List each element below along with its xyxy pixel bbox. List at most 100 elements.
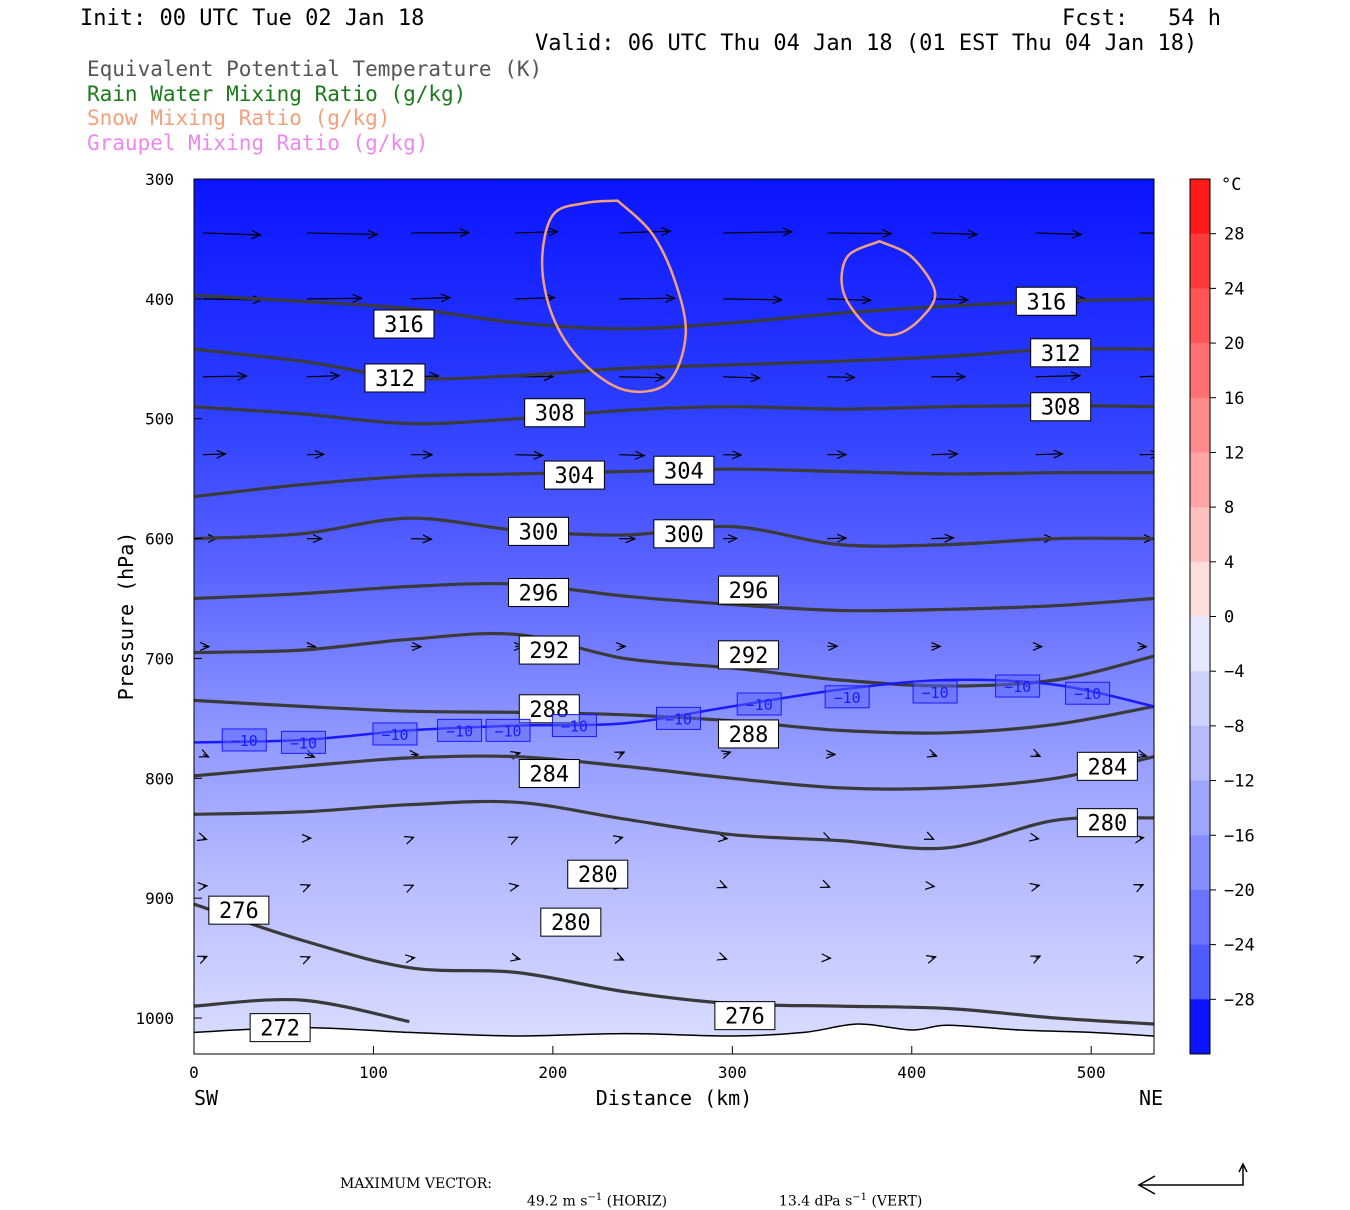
colorbar-cell	[1190, 343, 1210, 398]
max-vector-vert: 13.4 dPa s−1 (VERT)	[770, 1176, 922, 1210]
colorbar-cell	[1190, 890, 1210, 945]
theta-e-contour-label: 284	[1087, 755, 1127, 780]
colorbar-tick-label: 16	[1224, 389, 1244, 409]
x-end-label-sw: SW	[194, 1086, 219, 1110]
colorbar-cell	[1190, 671, 1210, 726]
wind-vector	[827, 233, 891, 234]
x-tick-label: 400	[897, 1063, 926, 1082]
max-vector-vert-value: 13.4 dPa s	[779, 1194, 852, 1210]
temperature-contour-label: −10	[922, 684, 949, 702]
temperature-contour-label: −10	[561, 718, 588, 736]
max-vector-horiz-unit: (HORIZ)	[602, 1194, 667, 1210]
x-tick-label: 300	[718, 1063, 747, 1082]
temperature-contour-label: −10	[746, 696, 773, 714]
wind-vector	[827, 538, 846, 539]
wind-vector	[931, 454, 957, 455]
theta-e-contour-label: 312	[1041, 342, 1081, 367]
y-axis-label: Pressure (hPa)	[114, 532, 138, 701]
theta-e-contour-label: 292	[529, 639, 569, 664]
theta-e-contour-label: 272	[260, 1017, 300, 1042]
theta-e-contour-label: 316	[1026, 290, 1066, 315]
theta-e-contour-label: 296	[519, 582, 559, 607]
plot-background	[194, 179, 1154, 1054]
colorbar-tick-label: −4	[1224, 662, 1244, 682]
theta-e-contour-label: 300	[519, 520, 559, 545]
theta-e-contour-label: 308	[1041, 396, 1081, 421]
temperature-contour-label: −10	[1074, 685, 1101, 703]
y-tick-label: 1000	[135, 1009, 174, 1028]
wind-vector	[619, 298, 674, 299]
wind-vector	[1036, 838, 1039, 839]
wind-vector	[203, 454, 225, 455]
colorbar-cell	[1190, 781, 1210, 836]
theta-e-contour-label: 304	[555, 464, 595, 489]
x-tick-label: 200	[538, 1063, 567, 1082]
max-vector-vert-exponent: −1	[852, 1192, 867, 1203]
x-tick-label: 100	[359, 1063, 388, 1082]
colorbar-tick-label: 0	[1224, 608, 1234, 628]
colorbar-tick-label: 28	[1224, 225, 1244, 245]
colorbar-tick-label: 24	[1224, 279, 1244, 299]
wind-vector	[827, 377, 854, 378]
colorbar-cell	[1190, 507, 1210, 562]
max-vector-vert-unit: (VERT)	[867, 1194, 922, 1210]
colorbar-tick-label: −20	[1224, 881, 1255, 901]
colorbar-cell	[1190, 562, 1210, 617]
colorbar-cell	[1190, 835, 1210, 890]
temperature-contour-label: −10	[494, 722, 521, 740]
max-vector-label: MAXIMUM VECTOR:	[340, 1176, 492, 1192]
colorbar-tick-label: −28	[1224, 990, 1255, 1010]
colorbar-cell	[1190, 945, 1210, 1000]
temperature-contour-label: −10	[1004, 678, 1031, 696]
theta-e-contour-label: 280	[578, 863, 618, 888]
temperature-contour-label: −10	[446, 722, 473, 740]
temperature-contour-label: −10	[231, 732, 258, 750]
wind-vector	[931, 538, 953, 539]
theta-e-contour-label: 280	[551, 911, 591, 936]
reference-vector-icon	[1135, 1160, 1255, 1200]
x-axis-label: Distance (km)	[596, 1086, 753, 1110]
y-tick-label: 700	[145, 649, 174, 668]
colorbar-cell	[1190, 617, 1210, 672]
colorbar-cell	[1190, 288, 1210, 343]
wind-vector	[203, 376, 247, 377]
theta-e-contour-label: 300	[664, 523, 704, 548]
y-tick-label: 500	[145, 410, 174, 429]
wind-vector	[515, 455, 543, 456]
colorbar-cell	[1190, 234, 1210, 289]
wind-vector	[619, 837, 622, 838]
wind-vector	[307, 298, 361, 299]
colorbar-tick-label: 8	[1224, 498, 1234, 518]
colorbar-cell	[1190, 726, 1210, 781]
temperature-contour-label: −10	[381, 726, 408, 744]
theta-e-contour-label: 296	[729, 579, 769, 604]
colorbar-tick-label: −24	[1224, 936, 1255, 956]
wind-vector	[1140, 838, 1144, 839]
colorbar-tick-label: −16	[1224, 826, 1255, 846]
colorbar-tick-label: −8	[1224, 717, 1244, 737]
temperature-contour-label: −10	[834, 689, 861, 707]
theta-e-contour-label: 276	[725, 1005, 765, 1030]
max-vector-horiz: 49.2 m s−1 (HORIZ)	[518, 1176, 667, 1210]
colorbar-tick-label: −12	[1224, 772, 1255, 792]
y-tick-label: 300	[145, 170, 174, 189]
x-tick-label: 500	[1077, 1063, 1106, 1082]
wind-vector	[1036, 885, 1040, 886]
colorbar-cell	[1190, 999, 1210, 1054]
theta-e-contour-label: 292	[729, 644, 769, 669]
max-vector-horiz-exponent: −1	[587, 1192, 602, 1203]
y-tick-label: 600	[145, 530, 174, 549]
x-end-label-ne: NE	[1139, 1086, 1163, 1110]
wind-vector	[411, 539, 432, 540]
x-tick-label: 0	[189, 1063, 199, 1082]
theta-e-contour-label: 288	[729, 723, 769, 748]
temperature-contour-label: −10	[290, 734, 317, 752]
colorbar-tick-label: 4	[1224, 553, 1234, 573]
colorbar-tick-label: 20	[1224, 334, 1244, 354]
colorbar-cell	[1190, 179, 1210, 234]
colorbar-cell	[1190, 398, 1210, 453]
wind-vector	[515, 886, 518, 887]
temperature-contour-label: −10	[665, 710, 692, 728]
theta-e-contour-label: 316	[384, 313, 424, 338]
